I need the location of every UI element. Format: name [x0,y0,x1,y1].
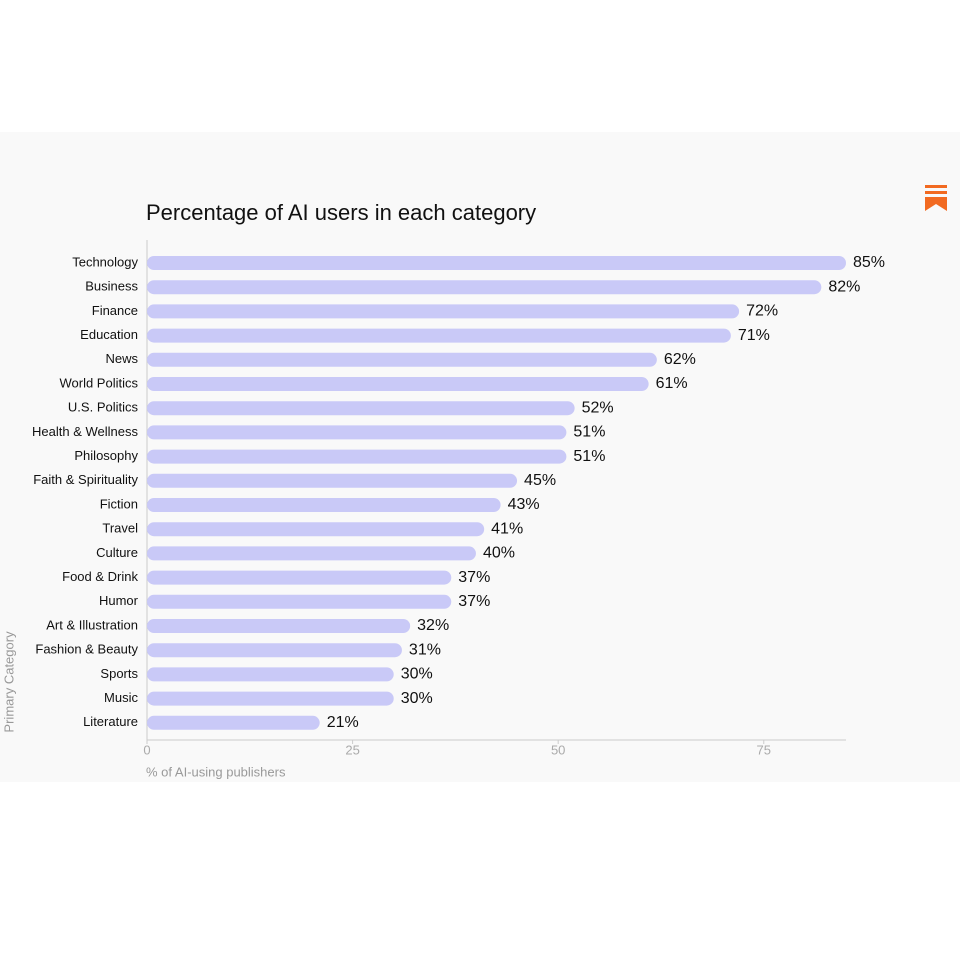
x-tick-label: 50 [551,742,565,757]
y-tick-label: Fashion & Beauty [35,642,138,657]
y-tick-label: Food & Drink [62,569,138,584]
y-tick-label: Finance [92,303,138,318]
value-label: 37% [458,569,490,586]
value-label: 37% [458,593,490,610]
bar [147,304,740,319]
y-tick-label: Humor [99,593,139,608]
bar [147,328,731,343]
value-label: 43% [508,496,540,513]
bar [147,594,452,609]
value-label: 71% [738,327,770,344]
y-tick-label: Philosophy [74,448,138,463]
value-label: 85% [853,254,885,271]
y-tick-label: Literature [83,714,138,729]
bar [147,256,846,270]
bar [147,619,411,633]
value-label: 32% [417,617,449,634]
value-label: 30% [401,666,433,683]
value-label: 61% [656,375,688,392]
y-tick-label: Sports [100,666,138,681]
y-tick-label: News [105,351,138,366]
value-label: 31% [409,641,441,658]
x-tick-label: 25 [345,742,359,757]
value-label: 30% [401,690,433,707]
y-tick-label: Fiction [100,496,138,511]
bar [147,280,822,295]
bar [147,667,394,682]
bar [147,570,452,585]
value-label: 45% [524,472,556,489]
y-tick-label: Technology [72,254,138,269]
bookmark-icon [925,185,947,211]
bar [147,691,394,706]
value-label: 21% [327,714,359,731]
bar [147,449,567,464]
x-axis-label: % of AI-using publishers [146,764,286,779]
bar [147,643,402,658]
y-tick-label: Health & Wellness [32,424,138,439]
value-label: 40% [483,545,515,562]
bar [147,425,567,440]
bar [147,715,320,730]
value-label: 51% [573,424,605,441]
y-tick-label: Education [80,327,138,342]
bar [147,377,649,391]
y-tick-label: World Politics [59,375,138,390]
bar [147,352,657,367]
bar [147,473,518,488]
value-label: 72% [746,303,778,320]
y-tick-label: U.S. Politics [68,400,139,415]
x-tick-label: 75 [757,742,771,757]
value-label: 82% [828,278,860,295]
y-axis-label: Primary Category [1,631,16,733]
value-label: 52% [582,399,614,416]
y-tick-label: Art & Illustration [46,617,138,632]
chart-title: Percentage of AI users in each category [146,200,536,225]
y-tick-label: Travel [102,521,138,536]
value-label: 51% [573,448,605,465]
y-tick-label: Faith & Spirituality [33,472,138,487]
bar [147,401,575,416]
y-tick-label: Business [85,279,138,294]
y-tick-label: Music [104,690,138,705]
value-label: 62% [664,351,696,368]
value-label: 41% [491,520,523,537]
bar [147,522,485,537]
bar [147,498,501,512]
bar [147,546,476,561]
x-tick-label: 0 [143,742,150,757]
y-tick-label: Culture [96,545,138,560]
